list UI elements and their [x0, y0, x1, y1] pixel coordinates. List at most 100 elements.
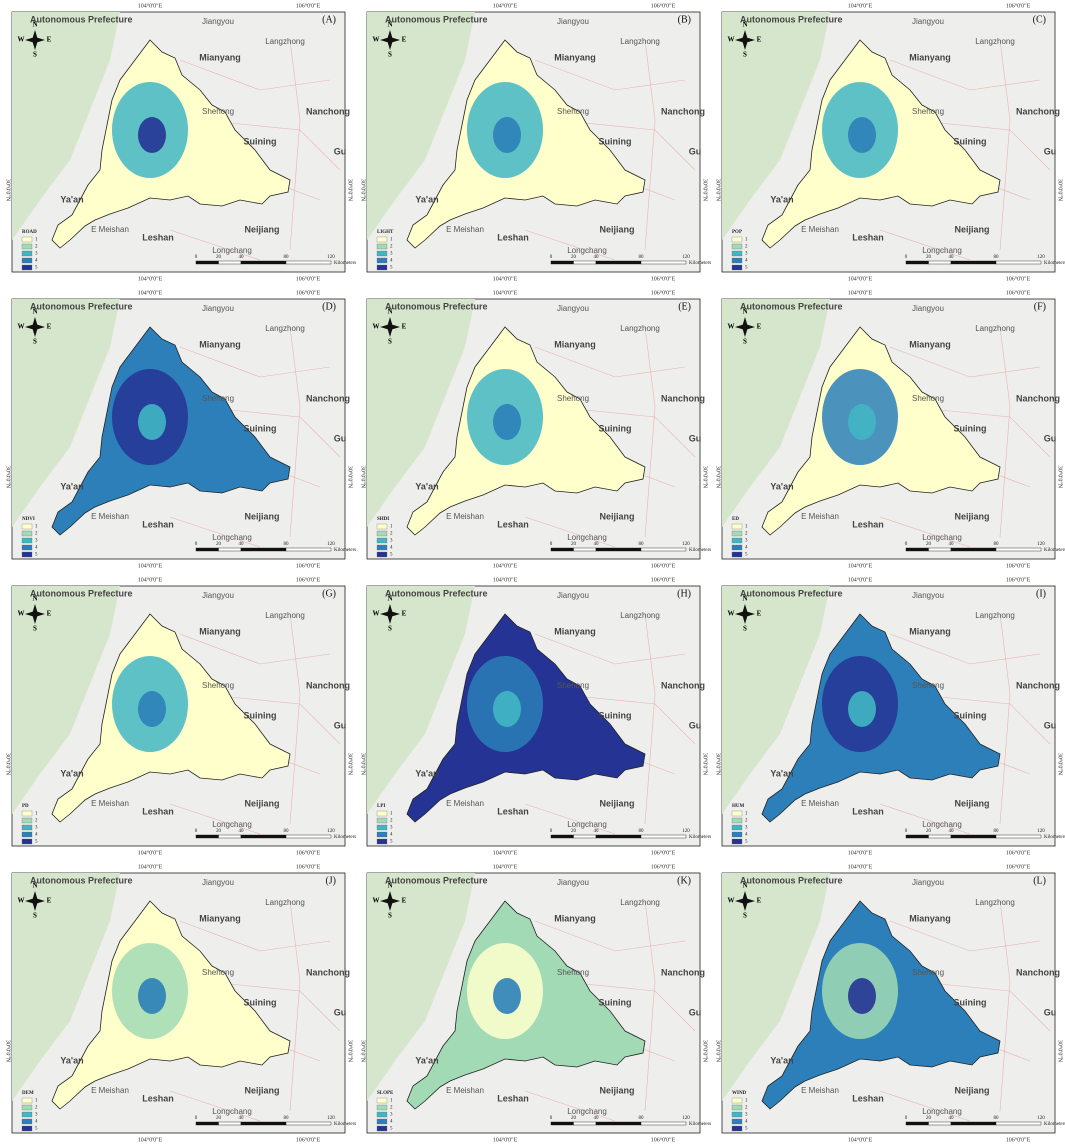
- scale-tick: 120: [1037, 829, 1045, 834]
- compass-rose: [380, 891, 400, 911]
- place-name: Suining: [244, 710, 277, 720]
- scale-segment: [550, 1121, 574, 1126]
- place-name: Ya'an: [415, 1055, 438, 1065]
- place-name: Jiangyou: [202, 878, 234, 887]
- place-name: Ya'an: [770, 481, 793, 491]
- forest-area: [367, 873, 475, 1101]
- longitude-label: 104°0'0"E: [138, 576, 163, 583]
- legend-swatch: [376, 523, 388, 530]
- legend-swatch: [731, 264, 743, 271]
- scale-segment: [195, 834, 219, 839]
- legend-class: 3: [35, 1113, 38, 1118]
- latitude-label: 30°0'0"N: [1057, 466, 1064, 489]
- compass-letter: E: [757, 36, 762, 44]
- scale-tick: 40: [594, 829, 600, 834]
- legend-swatch: [376, 831, 388, 838]
- legend-swatch: [731, 824, 743, 831]
- scale-tick: 120: [327, 1116, 335, 1121]
- scale-tick: 40: [594, 1116, 600, 1121]
- compass-letter: W: [18, 323, 25, 331]
- place-name: Nanchong: [661, 393, 705, 403]
- longitude-label: 106°0'0"E: [651, 2, 676, 9]
- place-name: Leshan: [497, 519, 529, 529]
- longitude-label: 104°0'0"E: [848, 863, 873, 870]
- legend-class: 1: [745, 238, 748, 243]
- compass-letter: S: [743, 625, 747, 633]
- legend-class: 2: [390, 245, 393, 250]
- longitude-label: 106°0'0"E: [651, 863, 676, 870]
- scale-unit: Kilometers: [689, 835, 711, 840]
- legend-swatch: [731, 544, 743, 551]
- legend-class: 3: [390, 539, 393, 544]
- scale-tick: 80: [639, 255, 645, 260]
- latitude-label: 30°0'0"N: [1057, 179, 1064, 202]
- legend-title: HUM: [732, 804, 745, 809]
- panel-label: (I): [1036, 588, 1046, 599]
- legend-swatch: [376, 544, 388, 551]
- legend-class: 2: [390, 532, 393, 537]
- legend-class: 3: [745, 539, 748, 544]
- legend-title: POP: [732, 230, 742, 235]
- compass-letter: N: [387, 308, 392, 316]
- legend-swatch: [376, 243, 388, 250]
- region-core: [138, 691, 166, 727]
- scale-tick: 20: [571, 829, 577, 834]
- latitude-label: 30°0'0"N: [702, 179, 709, 202]
- legend-class: 2: [390, 1106, 393, 1111]
- place-name: Shehong: [202, 681, 234, 690]
- legend-class: 4: [390, 546, 393, 551]
- legend-title: PD: [22, 804, 29, 809]
- scale-tick: 120: [327, 255, 335, 260]
- place-name: Jiangyou: [202, 591, 234, 600]
- scale-segment: [928, 834, 952, 839]
- place-name: Nanchong: [306, 967, 350, 977]
- longitude-label: 104°0'0"E: [138, 562, 163, 569]
- map-panel: (H) Autonomous Prefecture Jiangyou Langzhon…: [360, 576, 712, 856]
- legend-swatch: [376, 257, 388, 264]
- scale-tick: 80: [639, 1116, 645, 1121]
- longitude-label: 106°0'0"E: [296, 289, 321, 296]
- legend-title: DEM: [22, 1091, 34, 1096]
- legend-swatch: [731, 236, 743, 243]
- scale-segment: [928, 260, 952, 265]
- map-panel: (J) Autonomous Prefecture Jiangyou Langzhon…: [5, 863, 357, 1143]
- legend-swatch: [21, 551, 33, 558]
- legend-swatch: [376, 264, 388, 271]
- scale-segment: [195, 547, 219, 552]
- panel-label: (A): [322, 14, 336, 25]
- legend-swatch: [731, 1118, 743, 1125]
- compass-letter: S: [388, 338, 392, 346]
- place-name: Nanchong: [1016, 680, 1060, 690]
- region-core: [848, 117, 876, 153]
- compass-letter: E: [47, 323, 52, 331]
- legend-title: ROAD: [22, 230, 37, 235]
- latitude-label: 30°0'0"N: [360, 753, 367, 776]
- longitude-label: 106°0'0"E: [651, 576, 676, 583]
- scale-segment: [218, 834, 242, 839]
- legend-swatch: [376, 551, 388, 558]
- scale-segment: [195, 1121, 219, 1126]
- place-name: Autonomous Prefecture: [30, 588, 133, 598]
- place-name: Neijiang: [954, 1085, 989, 1095]
- compass-letter: E: [402, 36, 407, 44]
- legend-swatch: [21, 523, 33, 530]
- scale-segment: [573, 1121, 597, 1126]
- place-name: Neijiang: [244, 511, 279, 521]
- region-core: [138, 978, 166, 1014]
- panel-label: (E): [678, 301, 691, 312]
- legend-swatch: [21, 1104, 33, 1111]
- legend-class: 5: [745, 840, 748, 845]
- latitude-label: 30°0'0"N: [702, 753, 709, 776]
- place-name: Leshan: [497, 1093, 529, 1103]
- scale-segment: [905, 1121, 929, 1126]
- scale-tick: 80: [994, 255, 1000, 260]
- scale-unit: Kilometers: [689, 261, 711, 266]
- place-name: Longchang: [567, 533, 607, 542]
- compass-letter: N: [32, 21, 37, 29]
- place-name: Autonomous Prefecture: [740, 875, 843, 885]
- scale-tick: 20: [571, 542, 577, 547]
- latitude-label: 30°0'0"N: [702, 1040, 709, 1063]
- latitude-label: 30°0'0"N: [5, 466, 12, 489]
- place-name: Longchang: [567, 820, 607, 829]
- place-name: Leshan: [142, 519, 174, 529]
